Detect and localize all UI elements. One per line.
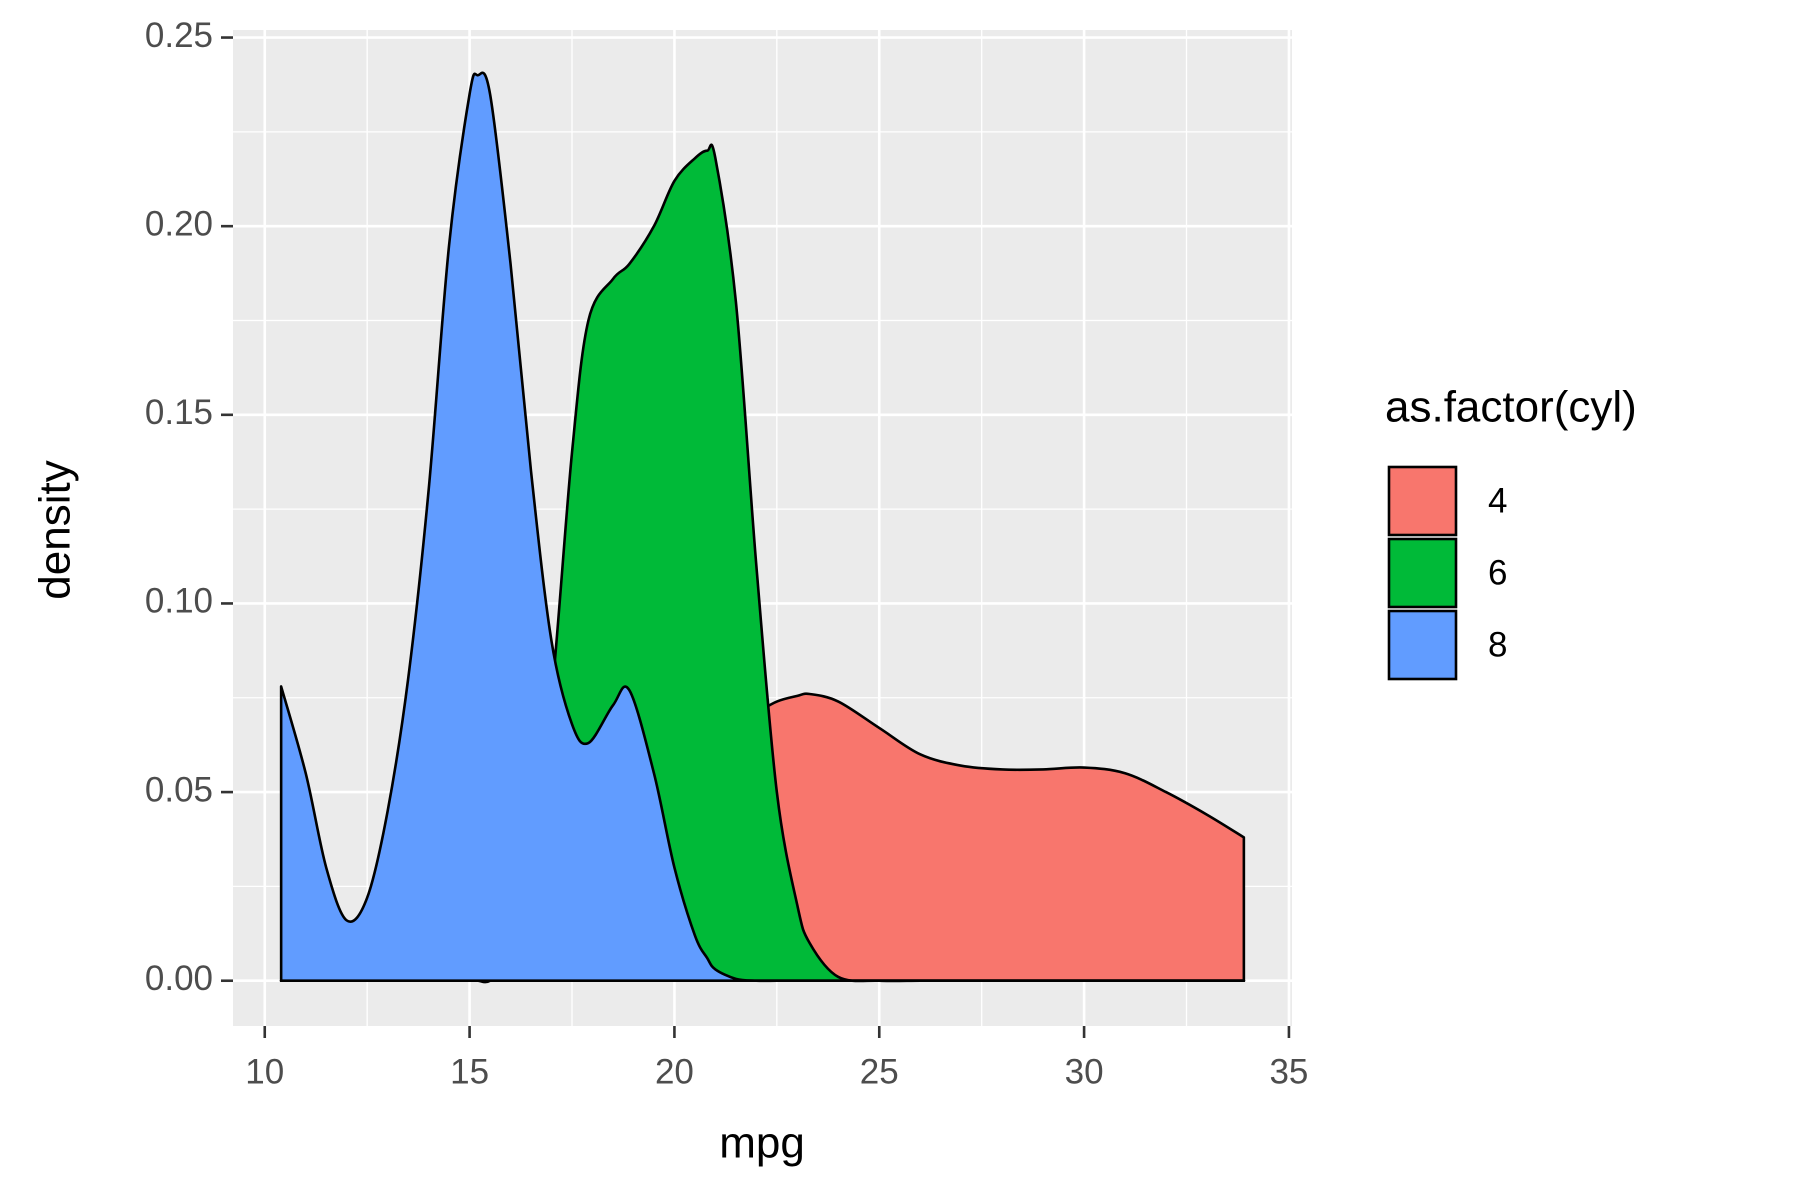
- density-area: [279, 71, 1246, 983]
- y-tick-label: 0.10: [145, 582, 213, 621]
- x-tick-label: 10: [245, 1052, 284, 1091]
- y-tick-label: 0.20: [145, 204, 213, 243]
- legend-label: 6: [1488, 553, 1507, 592]
- x-tick-label: 15: [450, 1052, 489, 1091]
- x-tick-label: 35: [1269, 1052, 1308, 1091]
- y-tick-label: 0.00: [145, 959, 213, 998]
- x-tick-label: 25: [860, 1052, 899, 1091]
- legend-key: [1387, 609, 1458, 681]
- x-tick-label: 20: [655, 1052, 694, 1091]
- y-tick-label: 0.25: [145, 16, 213, 55]
- legend-key: [1387, 537, 1458, 609]
- y-axis-title: density: [31, 460, 80, 599]
- legend-key: [1387, 465, 1458, 537]
- legend-title: as.factor(cyl): [1385, 383, 1637, 432]
- legend-label: 8: [1488, 625, 1507, 664]
- x-axis-title: mpg: [719, 1119, 805, 1168]
- y-tick-label: 0.05: [145, 770, 213, 809]
- legend-label: 4: [1488, 481, 1507, 520]
- y-tick-label: 0.15: [145, 393, 213, 432]
- x-tick-label: 30: [1065, 1052, 1104, 1091]
